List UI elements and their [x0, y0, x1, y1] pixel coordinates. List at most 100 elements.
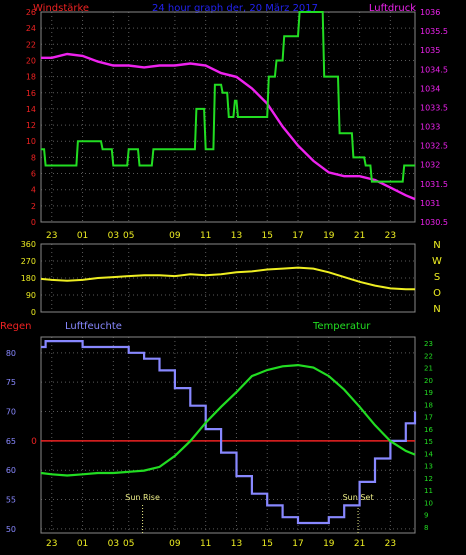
time-tick-label: 23	[46, 539, 57, 549]
time-tick-label: 23	[385, 231, 396, 241]
direction-tick-label: 0	[31, 308, 36, 317]
humidity-axis-ticks: 50 55 60 65 70 75 80	[6, 349, 16, 534]
humidity-temperature-frame	[40, 336, 416, 534]
time-tick-label: 23	[385, 539, 396, 549]
temperature-series-line	[40, 363, 416, 477]
pressure-tick-label: 1032.5	[420, 142, 448, 151]
time-tick-label: 17	[292, 231, 303, 241]
humidity-tick-label: 75	[6, 378, 16, 387]
wind-series-line	[41, 11, 415, 183]
wind-direction-frame	[40, 243, 416, 313]
time-tick-label: 03	[108, 539, 119, 549]
direction-tick-label: 90	[26, 291, 36, 300]
time-tick-label: 23	[46, 231, 57, 241]
temperature-tick-label: 9	[424, 512, 428, 520]
humidity-tick-label: 50	[6, 525, 16, 534]
rain-level-label: 0	[31, 437, 37, 447]
temperature-tick-label: 23	[424, 340, 433, 348]
wind-pressure-frame	[40, 11, 416, 223]
temperature-tick-label: 19	[424, 389, 433, 397]
wind-tick-label: 22	[26, 40, 36, 49]
humidity-tick-label: 65	[6, 437, 16, 446]
time-tick-label: 21	[354, 231, 365, 241]
pressure-series-line	[41, 52, 416, 201]
time-tick-label: 17	[292, 539, 303, 549]
humidity-tick-label: 55	[6, 496, 16, 505]
temperature-tick-label: 11	[424, 487, 433, 495]
wind-tick-label: 26	[26, 8, 36, 17]
wind-direction-series-line	[40, 266, 415, 291]
compass-letter: O	[433, 288, 441, 299]
humidity-series-line	[41, 340, 417, 525]
temperature-tick-label: 8	[424, 524, 428, 532]
humidity-tick-label: 60	[6, 466, 16, 475]
wind-axis-label: Windstärke	[33, 3, 89, 14]
compass-letter: S	[434, 272, 440, 283]
sun-events: Sun Rise Sun Set	[125, 493, 374, 533]
temperature-tick-label: 17	[424, 414, 433, 422]
temperature-axis-label: Temperatur	[312, 321, 371, 332]
wind-tick-label: 10	[26, 137, 36, 146]
temperature-tick-label: 14	[424, 450, 433, 458]
wind-tick-label: 20	[26, 56, 36, 65]
wind-tick-label: 14	[26, 105, 36, 114]
sun-event-label: Sun Rise	[125, 493, 160, 502]
temperature-tick-label: 22	[424, 352, 433, 360]
temperature-tick-label: 15	[424, 438, 433, 446]
humidity-tick-label: 70	[6, 408, 16, 417]
pressure-tick-label: 1035.5	[420, 27, 448, 36]
wind-tick-label: 2	[31, 202, 36, 211]
wind-pressure-time-axis: 23 01 03 05 09 11 13 15 17 19 21 23	[46, 231, 396, 241]
pressure-tick-label: 1036	[420, 8, 440, 17]
direction-tick-label: 270	[21, 257, 36, 266]
wind-tick-label: 0	[31, 218, 36, 227]
humidity-axis-label: Luftfeuchte	[65, 321, 122, 332]
pressure-axis-ticks: 1030.5 1031 1031.5 1032 1032.5 1033 1033.5 1034…	[420, 8, 448, 227]
direction-tick-label: 360	[21, 240, 36, 249]
direction-tick-label: 180	[21, 274, 36, 283]
temperature-tick-label: 12	[424, 475, 433, 483]
temperature-axis-ticks: 8 9 10 11 12 13 14 15 16 17 18 19 20 21 22 23	[424, 340, 433, 532]
wind-tick-label: 12	[26, 121, 36, 130]
temperature-tick-label: 21	[424, 365, 433, 373]
direction-axis-ticks: 0 90 180 270 360	[21, 240, 36, 317]
temperature-tick-label: 18	[424, 401, 433, 409]
temperature-tick-label: 16	[424, 426, 433, 434]
temperature-tick-label: 20	[424, 377, 433, 385]
time-tick-label: 05	[123, 231, 134, 241]
humidity-temperature-time-axis: 23 01 03 05 09 11 13 15 17 19 21 23	[46, 539, 396, 549]
time-tick-label: 15	[262, 231, 273, 241]
compass-letter: W	[432, 256, 442, 267]
pressure-tick-label: 1033.5	[420, 103, 448, 112]
chart-title: 24 hour graph der, 20 März 2017	[152, 3, 318, 14]
time-tick-label: 09	[169, 231, 181, 241]
pressure-tick-label: 1033	[420, 123, 440, 132]
compass-letter: N	[433, 240, 440, 251]
pressure-tick-label: 1031.5	[420, 180, 448, 189]
temperature-tick-label: 10	[424, 499, 433, 507]
wind-tick-label: 4	[31, 186, 36, 195]
wind-direction-grid	[41, 243, 415, 313]
pressure-tick-label: 1034.5	[420, 65, 448, 74]
wind-tick-label: 18	[26, 73, 36, 82]
time-tick-label: 11	[200, 231, 211, 241]
time-tick-label: 01	[77, 231, 88, 241]
sun-event-label: Sun Set	[343, 493, 374, 502]
time-tick-label: 01	[77, 539, 88, 549]
time-tick-label: 11	[200, 539, 211, 549]
wind-tick-label: 16	[26, 89, 36, 98]
time-tick-label: 03	[108, 231, 119, 241]
humidity-temperature-panel: 50 55 60 65 70 75 80 8 9 10 11 12 13 14 15 16 17 18 19 20 2…	[6, 336, 433, 534]
pressure-tick-label: 1030.5	[420, 218, 448, 227]
temperature-tick-label: 13	[424, 463, 433, 471]
pressure-tick-label: 1034	[420, 84, 440, 93]
pressure-axis-label: Luftdruck	[369, 3, 416, 14]
rain-axis-label: Regen	[0, 321, 32, 332]
time-tick-label: 21	[354, 539, 365, 549]
time-tick-label: 19	[323, 539, 335, 549]
time-tick-label: 13	[231, 231, 242, 241]
